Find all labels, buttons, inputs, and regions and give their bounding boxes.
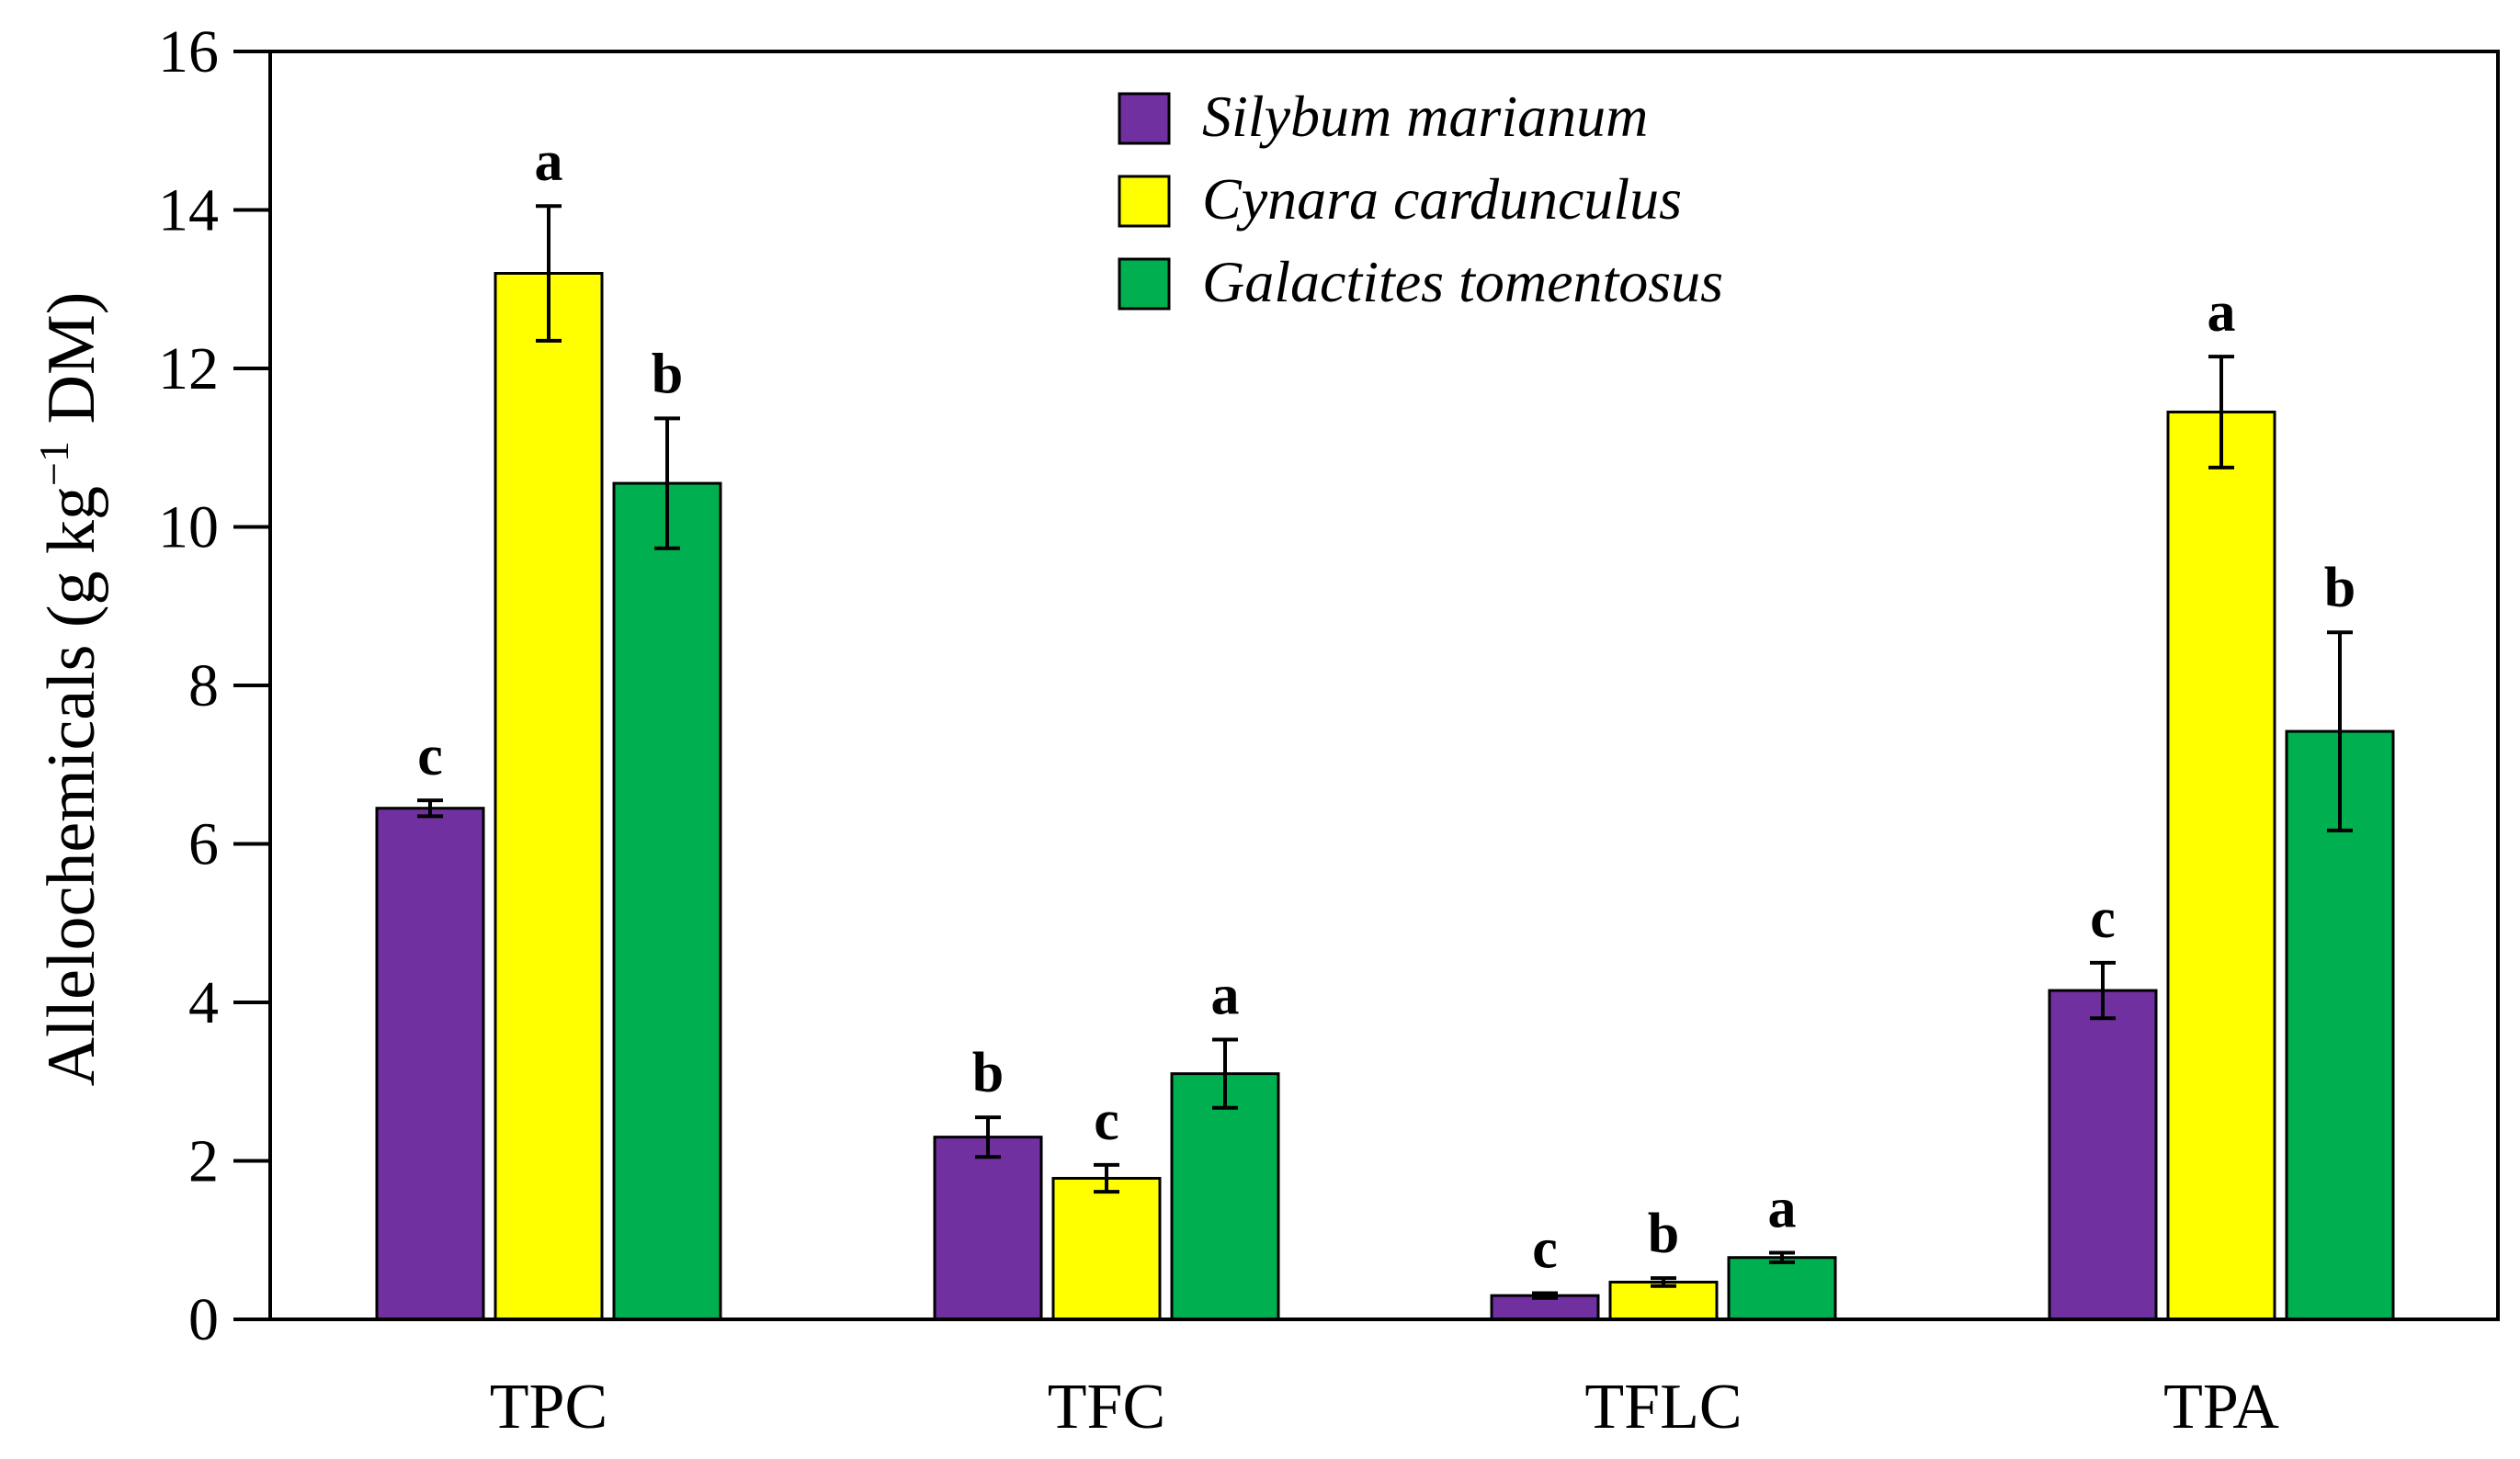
y-axis-title-superscript: −1: [30, 441, 77, 486]
bar: [1170, 1072, 1280, 1321]
error-bar: [2208, 355, 2234, 469]
significance-letter: c: [1094, 1090, 1119, 1152]
error-bar: [1532, 1291, 1558, 1300]
legend: Silybum marianum Cynara cardunculus Galact…: [1118, 84, 1723, 314]
significance-letter: b: [972, 1042, 1004, 1104]
x-category-label: TPA: [2163, 1372, 2279, 1442]
error-bar: [2090, 960, 2116, 1021]
y-tick-label: 14: [158, 177, 219, 244]
significance-letter: a: [1768, 1178, 1797, 1240]
bar: [375, 807, 485, 1321]
bar: [1051, 1176, 1162, 1321]
y-axis-title-prefix: Allelochemicals (g kg: [34, 486, 109, 1086]
significance-letter: b: [652, 343, 683, 405]
y-axis-title: Allelochemicals (g kg−1 DM): [30, 292, 109, 1087]
error-bar: [417, 798, 443, 819]
significance-letter: c: [1532, 1218, 1558, 1281]
bar: [1727, 1256, 1837, 1321]
error-bar: [2327, 630, 2353, 832]
bar: [1608, 1280, 1719, 1321]
y-tick-label: 12: [158, 335, 219, 402]
legend-label: Cynara cardunculus: [1202, 166, 1682, 232]
error-bar: [1651, 1276, 1676, 1288]
significance-letter: c: [2090, 888, 2116, 950]
legend-label: Silybum marianum: [1202, 84, 1648, 149]
bar: [612, 481, 722, 1321]
legend-label: Galactites tomentosus: [1202, 249, 1723, 314]
significance-letter: a: [1211, 965, 1240, 1027]
error-bar: [654, 416, 680, 550]
error-bar: [975, 1115, 1001, 1159]
error-bar: [536, 204, 562, 343]
y-tick-label: 16: [158, 18, 219, 85]
bar: [933, 1136, 1043, 1321]
y-axis-title-suffix: DM): [34, 292, 109, 441]
y-tick-label: 8: [188, 652, 219, 719]
y-tick-label: 4: [188, 969, 219, 1036]
legend-item: Silybum marianum: [1118, 84, 1648, 149]
svg-text:Allelochemicals (g kg−1 DM): Allelochemicals (g kg−1 DM): [30, 292, 109, 1087]
significance-letter: c: [417, 725, 443, 787]
significance-letter: a: [535, 130, 563, 193]
significance-letter: b: [1648, 1203, 1679, 1265]
plot-frame: [268, 50, 2500, 1321]
y-tick-label: 10: [158, 494, 219, 561]
significance-letter: a: [2208, 281, 2236, 344]
legend-swatch: [1118, 92, 1171, 145]
x-category-label: TFC: [1048, 1372, 1165, 1442]
x-category-label: TFLC: [1584, 1372, 1742, 1442]
legend-swatch: [1118, 257, 1171, 311]
bar: [2048, 989, 2158, 1321]
error-bar: [1769, 1250, 1795, 1264]
legend-item: Galactites tomentosus: [1118, 249, 1723, 314]
y-tick-label: 2: [188, 1128, 219, 1195]
x-category-label: TPC: [490, 1372, 607, 1442]
y-tick-label: 6: [188, 811, 219, 878]
error-bar: [1094, 1162, 1119, 1194]
legend-item: Cynara cardunculus: [1118, 166, 1682, 232]
bar: [494, 272, 604, 1321]
error-bar: [1212, 1037, 1238, 1110]
significance-letter: b: [2324, 557, 2355, 619]
y-tick-label: 0: [188, 1286, 219, 1353]
bar: [2166, 410, 2276, 1321]
legend-swatch: [1118, 175, 1171, 228]
